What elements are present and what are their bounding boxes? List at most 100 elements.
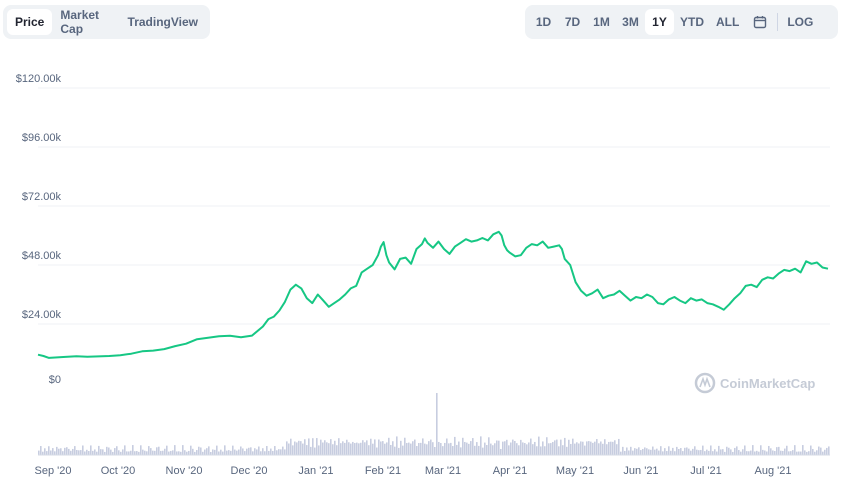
volume-bar: [828, 446, 830, 455]
volume-bar: [114, 448, 116, 455]
volume-bar: [712, 451, 714, 455]
volume-bar: [472, 438, 474, 455]
volume-bar: [64, 447, 66, 455]
volume-bar: [488, 437, 490, 455]
date-range-button[interactable]: [745, 9, 774, 35]
volume-bar: [808, 451, 810, 455]
volume-bar: [610, 441, 612, 455]
y-tick-label: $48.00k: [22, 250, 62, 262]
volume-bar: [38, 450, 40, 455]
volume-bar: [740, 451, 742, 455]
volume-bar: [220, 449, 222, 455]
x-tick-label: Jun '21: [623, 465, 658, 477]
volume-bar: [126, 451, 128, 455]
grid-lines: [38, 87, 830, 325]
volume-bar: [390, 444, 392, 455]
volume-bar: [422, 438, 424, 455]
volume-bar: [58, 448, 60, 455]
volume-bar: [438, 441, 440, 455]
volume-bar: [460, 447, 462, 455]
volume-bar: [562, 445, 564, 455]
volume-bar: [378, 439, 380, 455]
volume-bar: [648, 449, 650, 455]
volume-bar: [206, 448, 208, 455]
volume-bar: [394, 446, 396, 455]
volume-bar: [218, 451, 220, 455]
volume-bar: [112, 451, 114, 455]
volume-bar: [614, 440, 616, 455]
volume-bar: [130, 450, 132, 455]
volume-bar: [350, 443, 352, 455]
volume-bar: [248, 447, 250, 455]
x-axis: Sep '20 Oct '20 Nov '20 Dec '20 Jan '21 Feb '…: [35, 465, 792, 477]
volume-bar: [292, 445, 294, 455]
volume-bar: [338, 438, 340, 455]
volume-bar: [366, 440, 368, 455]
volume-bar: [190, 445, 192, 455]
range-ytd-button[interactable]: YTD: [680, 15, 704, 29]
tab-market-cap[interactable]: Market Cap: [60, 8, 100, 36]
volume-bar: [602, 443, 604, 455]
volume-bar: [680, 448, 682, 455]
volume-bar: [364, 442, 366, 455]
range-1m-button[interactable]: 1M: [593, 15, 610, 29]
volume-bar: [594, 441, 596, 455]
volume-bar: [240, 446, 242, 455]
volume-bar: [760, 445, 762, 455]
volume-bar: [524, 443, 526, 455]
y-tick-label: $72.00k: [22, 191, 62, 203]
volume-bar: [304, 439, 306, 455]
volume-bar: [402, 445, 404, 455]
volume-bar: [544, 446, 546, 455]
volume-bar: [514, 440, 516, 455]
range-1y-button[interactable]: 1Y: [645, 9, 674, 35]
volume-bar: [706, 449, 708, 455]
range-7d-button[interactable]: 7D: [564, 15, 581, 29]
volume-bar: [102, 449, 104, 455]
volume-bar: [632, 450, 634, 455]
volume-bar: [398, 447, 400, 455]
volume-bar: [202, 451, 204, 455]
x-tick-label: Aug '21: [755, 465, 792, 477]
volume-bar: [136, 451, 138, 455]
range-all-button[interactable]: ALL: [716, 15, 740, 29]
volume-bar: [210, 451, 212, 455]
volume-bar: [758, 451, 760, 455]
volume-bar: [750, 450, 752, 455]
volume-bar: [444, 442, 446, 455]
volume-bar: [346, 439, 348, 455]
volume-bar: [172, 450, 174, 455]
volume-bar: [184, 450, 186, 455]
volume-bar: [508, 445, 510, 455]
volume-bar: [704, 451, 706, 455]
volume-bar: [50, 450, 52, 455]
volume-bar: [586, 441, 588, 455]
volume-bar: [770, 448, 772, 455]
volume-bar: [396, 436, 398, 455]
volume-bar: [302, 443, 304, 455]
volume-bar: [224, 445, 226, 455]
volume-bar: [690, 450, 692, 455]
log-scale-button[interactable]: LOG: [787, 15, 814, 29]
volume-bar: [672, 447, 674, 455]
volume-bar: [710, 445, 712, 455]
volume-bar: [466, 442, 468, 455]
volume-bar: [276, 450, 278, 455]
range-3m-button[interactable]: 3M: [622, 15, 639, 29]
volume-bar: [548, 443, 550, 455]
volume-bar: [252, 451, 254, 455]
volume-bar: [92, 450, 94, 455]
volume-bar: [106, 446, 108, 455]
volume-bar: [176, 451, 178, 455]
volume-bar: [458, 441, 460, 455]
tab-tradingview[interactable]: TradingView: [127, 15, 198, 29]
volume-bar: [658, 450, 660, 455]
tab-price[interactable]: Price: [7, 9, 53, 35]
volume-bar: [222, 451, 224, 455]
volume-bar: [626, 447, 628, 455]
volume-bar: [608, 441, 610, 455]
volume-bar: [322, 442, 324, 455]
range-1d-button[interactable]: 1D: [535, 15, 552, 29]
volume-bar: [420, 442, 422, 455]
volume-bar: [622, 446, 624, 455]
